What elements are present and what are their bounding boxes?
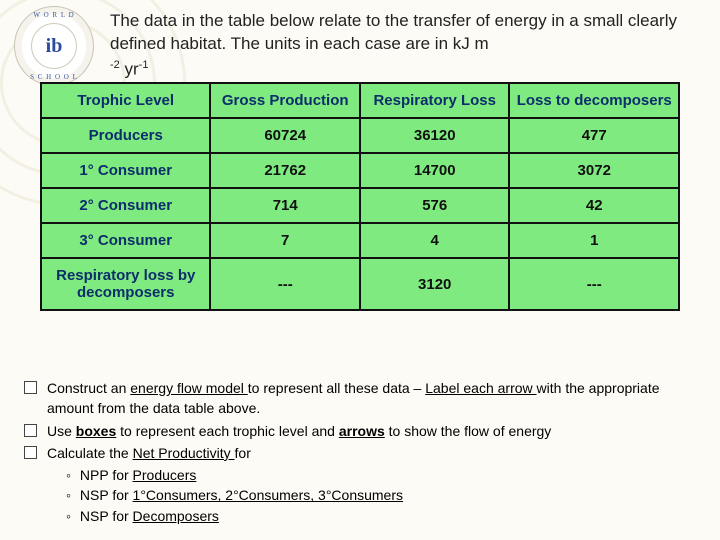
row-label: Respiratory loss by decomposers: [41, 258, 210, 310]
logo-center: ib: [31, 23, 77, 69]
th-resp: Respiratory Loss: [360, 83, 510, 118]
task-text: Use boxes to represent each trophic leve…: [47, 421, 551, 441]
task-subitem: ◦ NSP for 1°Consumers, 2°Consumers, 3°Co…: [66, 485, 700, 505]
task-subitem: ◦ NSP for Decomposers: [66, 506, 700, 526]
th-gross: Gross Production: [210, 83, 359, 118]
intro-exp2: -1: [139, 59, 149, 71]
cell: 1: [509, 223, 679, 258]
th-decomp: Loss to decomposers: [509, 83, 679, 118]
cell: 477: [509, 118, 679, 153]
cell: 21762: [210, 153, 359, 188]
energy-table: Trophic Level Gross Production Respirato…: [40, 82, 680, 311]
table-row: Producers6072436120477: [41, 118, 679, 153]
table-row: 3° Consumer741: [41, 223, 679, 258]
cell: 3120: [360, 258, 510, 310]
checkbox-icon: [24, 381, 37, 394]
cell: 4: [360, 223, 510, 258]
row-label: 2° Consumer: [41, 188, 210, 223]
task-item: Use boxes to represent each trophic leve…: [24, 421, 700, 441]
cell: 7: [210, 223, 359, 258]
logo-ring-top: W O R L D: [33, 11, 74, 19]
intro-text: The data in the table below relate to th…: [110, 10, 700, 81]
cell: 3072: [509, 153, 679, 188]
cell: 36120: [360, 118, 510, 153]
table-row: 2° Consumer71457642: [41, 188, 679, 223]
row-label: 3° Consumer: [41, 223, 210, 258]
logo-ring-bottom: S C H O O L: [30, 73, 78, 81]
intro-main: The data in the table below relate to th…: [110, 11, 677, 53]
cell: 42: [509, 188, 679, 223]
table-row: 1° Consumer21762147003072: [41, 153, 679, 188]
cell: 14700: [360, 153, 510, 188]
task-list: Construct an energy flow model to repres…: [24, 378, 700, 526]
row-label: Producers: [41, 118, 210, 153]
cell: 60724: [210, 118, 359, 153]
th-trophic: Trophic Level: [41, 83, 210, 118]
cell: ---: [210, 258, 359, 310]
task-subitem: ◦ NPP for Producers: [66, 465, 700, 485]
ib-logo: W O R L D ib S C H O O L: [14, 6, 94, 86]
cell: 714: [210, 188, 359, 223]
task-text: Calculate the Net Productivity for: [47, 443, 251, 463]
task-item: Calculate the Net Productivity for: [24, 443, 700, 463]
task-text: Construct an energy flow model to repres…: [47, 378, 700, 419]
checkbox-icon: [24, 424, 37, 437]
task-item: Construct an energy flow model to repres…: [24, 378, 700, 419]
table-row: Respiratory loss by decomposers---3120--…: [41, 258, 679, 310]
intro-exp1: -2: [110, 59, 120, 71]
cell: ---: [509, 258, 679, 310]
row-label: 1° Consumer: [41, 153, 210, 188]
intro-mid: yr: [120, 60, 139, 79]
checkbox-icon: [24, 446, 37, 459]
cell: 576: [360, 188, 510, 223]
